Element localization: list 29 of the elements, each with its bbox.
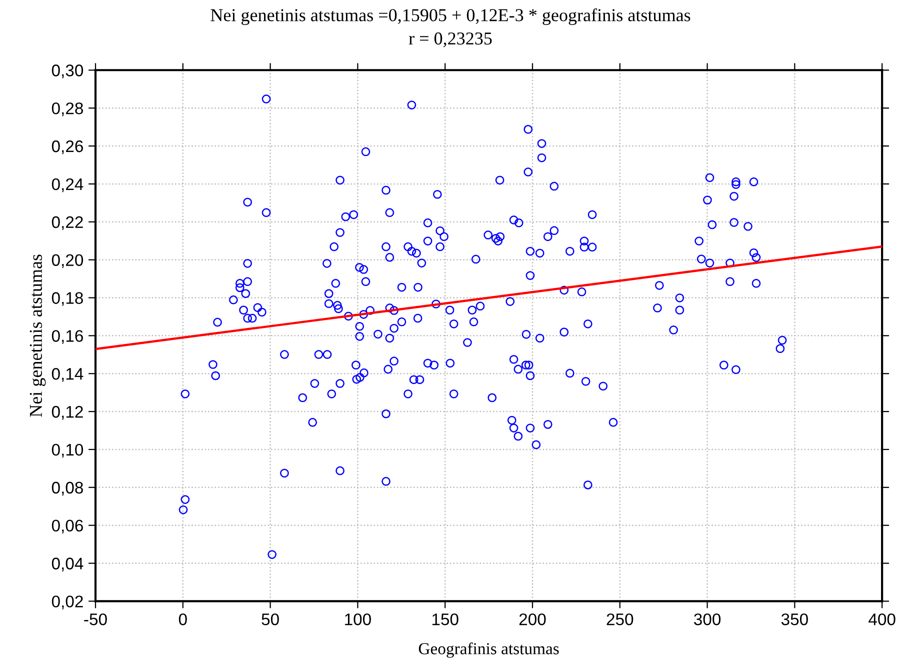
x-tick-label: 150 <box>432 613 458 626</box>
y-tick-label: 0,14 <box>52 368 84 382</box>
y-tick-label: 0,10 <box>52 444 84 458</box>
y-axis-title: Nei genetinis atstumas <box>30 254 46 417</box>
y-tick-label: 0,22 <box>52 216 83 230</box>
y-tick-label: 0,12 <box>52 406 83 420</box>
x-tick-label: 100 <box>345 613 371 626</box>
y-tick-label: 0,24 <box>52 178 84 192</box>
x-tick-label: 50 <box>262 613 279 626</box>
y-tick-label: 0,28 <box>52 102 83 116</box>
y-tick-label: 0,30 <box>52 64 84 78</box>
x-tick-label: 250 <box>606 613 634 626</box>
y-tick-label: 0,06 <box>52 520 83 534</box>
y-tick-label: 0,08 <box>52 482 83 496</box>
y-tick-label: 0,26 <box>52 140 83 154</box>
x-axis-title: Geografinis atstumas <box>418 642 559 658</box>
x-tick-label: 200 <box>519 613 546 626</box>
x-tick-label: 0 <box>178 613 187 626</box>
x-tick-label: 300 <box>694 613 721 626</box>
chart-subtitle: r = 0,23235 <box>408 32 492 48</box>
x-tick-label: -50 <box>84 613 107 626</box>
y-tick-label: 0,16 <box>52 330 83 344</box>
chart-title: Nei genetinis atstumas =0,15905 + 0,12E-3 * geografinis atstumas <box>210 8 690 26</box>
y-tick-label: 0,20 <box>52 254 84 268</box>
x-tick-label: 400 <box>868 613 896 626</box>
y-tick-label: 0,02 <box>52 596 83 610</box>
y-tick-label: 0,04 <box>52 558 84 572</box>
x-tick-label: 350 <box>781 613 808 626</box>
y-tick-label: 0,18 <box>52 292 83 306</box>
